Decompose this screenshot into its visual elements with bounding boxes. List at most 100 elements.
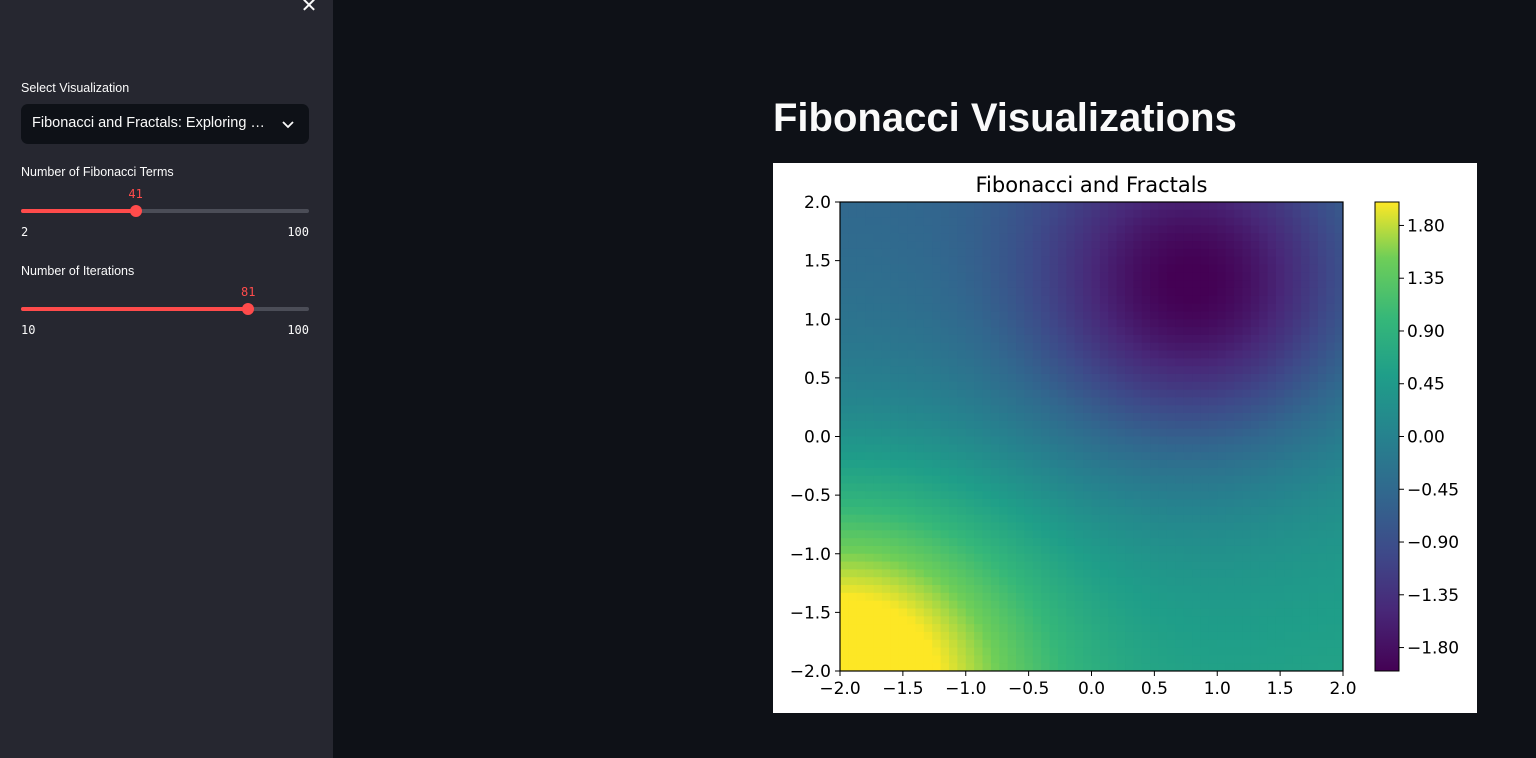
slider-thumb[interactable] [242, 303, 255, 315]
heatmap-cell [1275, 342, 1285, 352]
heatmap-cell [873, 373, 883, 383]
heatmap-cell [1334, 483, 1343, 492]
heatmap-cell [1099, 522, 1109, 531]
heatmap-cell [1032, 600, 1042, 610]
heatmap-cell [1099, 577, 1109, 586]
heatmap-cell [1217, 264, 1227, 273]
heatmap-cell [1007, 241, 1017, 250]
heatmap-cell [1057, 287, 1067, 297]
heatmap-cell [1116, 577, 1126, 586]
visualization-select[interactable]: Fibonacci and Fractals: Exploring the Ma… [21, 104, 309, 144]
heatmap-cell [957, 639, 967, 649]
heatmap-cell [1141, 389, 1151, 399]
heatmap-cell [1284, 342, 1294, 352]
heatmap-cell [1259, 631, 1269, 641]
heatmap-cell [1041, 616, 1051, 625]
heatmap-cell [974, 608, 984, 617]
heatmap-cell [1024, 334, 1034, 344]
heatmap-cell [1250, 499, 1260, 508]
heatmap-cell [1259, 561, 1269, 570]
heatmap-cell [1141, 538, 1151, 547]
heatmap-cell [957, 585, 967, 594]
heatmap-cell [974, 413, 984, 422]
heatmap-cell [1183, 616, 1193, 625]
heatmap-cell [1158, 295, 1168, 305]
heatmap-cell [1133, 616, 1143, 625]
heatmap-cell [982, 514, 992, 524]
heatmap-cell [1192, 647, 1202, 656]
heatmap-cell [1200, 405, 1210, 414]
heatmap-cell [1284, 280, 1294, 289]
heatmap-cell [1275, 350, 1285, 359]
heatmap-cell [1116, 561, 1126, 570]
heatmap-cell [1150, 553, 1160, 563]
heatmap-cell [1166, 538, 1176, 547]
heatmap-cell [974, 428, 984, 438]
heatmap-cell [1259, 655, 1269, 664]
heatmap-cell [1208, 538, 1218, 547]
fibonacci-terms-slider[interactable]: 41 2 100 [21, 187, 309, 239]
heatmap-cell [1200, 631, 1210, 641]
heatmap-cell [1250, 452, 1260, 461]
slider-thumb[interactable] [129, 205, 142, 217]
heatmap-cell [1024, 631, 1034, 641]
heatmap-cell [1250, 248, 1260, 258]
heatmap-cell [898, 209, 908, 219]
heatmap-cell [1141, 616, 1151, 625]
heatmap-cell [957, 467, 967, 477]
heatmap-cell [840, 311, 849, 320]
slider-track[interactable] [21, 209, 309, 213]
heatmap-cell [1192, 592, 1202, 602]
heatmap-cell [1125, 522, 1135, 531]
heatmap-cell [1108, 530, 1118, 539]
heatmap-cell [940, 639, 950, 649]
heatmap-cell [1091, 545, 1101, 555]
heatmap-cell [990, 272, 1000, 281]
heatmap-cell [1007, 327, 1017, 336]
heatmap-cell [999, 358, 1009, 367]
heatmap-cell [1259, 592, 1269, 602]
heatmap-cell [923, 327, 933, 336]
heatmap-cell [1024, 295, 1034, 305]
heatmap-cell [1166, 475, 1176, 484]
heatmap-cell [1301, 577, 1311, 586]
iterations-slider[interactable]: 81 10 100 [21, 285, 309, 337]
heatmap-cell [1309, 217, 1319, 227]
heatmap-cell [990, 350, 1000, 359]
heatmap-cell [1250, 295, 1260, 305]
heatmap-cell [1066, 264, 1076, 273]
heatmap-cell [940, 530, 950, 539]
heatmap-cell [1150, 420, 1160, 430]
heatmap-cell [1326, 327, 1336, 336]
heatmap-cell [1326, 311, 1336, 320]
heatmap-cell [1234, 381, 1243, 391]
heatmap-cell [923, 241, 933, 250]
heatmap-cell [1091, 569, 1101, 578]
heatmap-cell [1125, 436, 1135, 445]
heatmap-cell [1192, 420, 1202, 430]
heatmap-cell [1057, 530, 1067, 539]
heatmap-cell [1326, 655, 1336, 664]
heatmap-cell [1250, 334, 1260, 344]
heatmap-cell [1326, 428, 1336, 438]
heatmap-cell [1309, 616, 1319, 625]
heatmap-cell [1116, 647, 1126, 656]
heatmap-cell [982, 647, 992, 656]
heatmap-cell [1192, 280, 1202, 289]
heatmap-cell [881, 647, 891, 656]
heatmap-cell [1275, 459, 1285, 469]
heatmap-cell [1217, 217, 1227, 227]
heatmap-cell [1049, 327, 1059, 336]
heatmap-cell [1133, 280, 1143, 289]
heatmap-cell [1234, 538, 1243, 547]
close-icon[interactable]: ✕ [300, 0, 318, 17]
heatmap-cell [1309, 499, 1319, 508]
heatmap-cell [965, 202, 975, 211]
heatmap-cell [1234, 600, 1243, 610]
heatmap-cell [840, 358, 849, 367]
slider-fill [21, 209, 136, 213]
heatmap-cell [898, 624, 908, 633]
heatmap-cell [1007, 397, 1017, 406]
heatmap-cell [1108, 545, 1118, 555]
heatmap-cell [881, 256, 891, 266]
